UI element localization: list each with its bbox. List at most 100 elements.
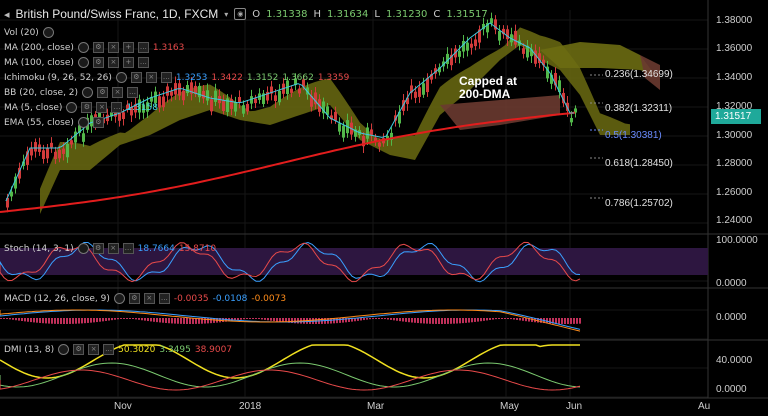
indicator-legend-vol[interactable]: Vol (20): [4, 26, 54, 39]
candle-body: [558, 80, 561, 93]
settings-icon[interactable]: ⚙: [73, 344, 85, 355]
macd-histogram-bar: [57, 318, 59, 324]
more-icon[interactable]: …: [137, 57, 149, 68]
eye-icon[interactable]: [82, 87, 94, 98]
macd-histogram-bar: [369, 318, 371, 320]
more-icon[interactable]: …: [158, 293, 170, 304]
macd-histogram-bar: [342, 318, 344, 323]
close-icon[interactable]: ×: [145, 72, 157, 83]
macd-histogram-bar: [435, 318, 437, 324]
close-icon[interactable]: ×: [107, 243, 119, 254]
macd-histogram-bar: [447, 318, 449, 324]
indicator-legend-ma5[interactable]: MA (5, close) ⚙ × … 1.3158: [4, 101, 158, 114]
eye-icon[interactable]: [42, 27, 54, 38]
add-icon[interactable]: +: [122, 57, 134, 68]
indicator-legend-macd[interactable]: MACD (12, 26, close, 9) ⚙ × … -0.0035 -0…: [4, 292, 286, 305]
macd-histogram-bar: [417, 318, 419, 324]
chevron-down-icon[interactable]: ▾: [224, 9, 229, 19]
macd-histogram-bar: [519, 318, 521, 321]
candle-body: [162, 96, 165, 108]
settings-icon[interactable]: ⚙: [128, 293, 140, 304]
indicator-legend-ma100[interactable]: MA (100, close) ⚙ × + …: [4, 56, 149, 69]
more-icon[interactable]: …: [122, 243, 134, 254]
indicator-legend-ichimoku[interactable]: Ichimoku (9, 26, 52, 26) ⚙ × … 1.3253 1.…: [4, 71, 349, 84]
macd-histogram-bar: [168, 318, 170, 324]
ohlc-open-value: 1.31338: [266, 8, 308, 20]
settings-icon[interactable]: ⚙: [92, 42, 104, 53]
indicator-name: Stoch (14, 3, 1): [4, 243, 74, 254]
macd-histogram-bar: [495, 318, 497, 320]
more-icon[interactable]: …: [137, 42, 149, 53]
more-icon[interactable]: …: [160, 72, 172, 83]
macd-histogram-bar: [21, 318, 23, 322]
close-icon[interactable]: ×: [143, 293, 155, 304]
macd-histogram-bar: [471, 318, 473, 323]
macd-histogram-bar: [270, 318, 272, 321]
eye-icon[interactable]: [115, 72, 127, 83]
ohlc-close-value: 1.31517: [446, 8, 488, 20]
settings-icon[interactable]: ⚙: [97, 87, 109, 98]
symbol-title[interactable]: British Pound/Swiss Franc, 1D, FXCM: [15, 7, 219, 21]
settings-icon[interactable]: ⚙: [130, 72, 142, 83]
settings-icon[interactable]: ⚙: [92, 117, 104, 128]
candle-body: [262, 93, 265, 105]
macd-histogram-bar: [444, 318, 446, 324]
macd-histogram-bar: [285, 318, 287, 323]
macd-histogram-bar: [102, 318, 104, 322]
indicator-legend-ema55[interactable]: EMA (55, close) ⚙: [4, 116, 104, 129]
macd-histogram-bar: [72, 318, 74, 324]
macd-histogram-bar: [546, 318, 548, 324]
candle-body: [74, 131, 77, 143]
macd-histogram-bar: [171, 318, 173, 324]
more-icon[interactable]: …: [127, 87, 139, 98]
indicator-value: 1.3359: [317, 72, 350, 83]
eye-icon[interactable]: ◉: [234, 8, 247, 20]
settings-icon[interactable]: ⚙: [92, 57, 104, 68]
close-icon[interactable]: ×: [107, 42, 119, 53]
macd-histogram-bar: [480, 318, 482, 322]
macd-histogram-bar: [351, 318, 353, 322]
settings-icon[interactable]: ⚙: [92, 243, 104, 254]
close-icon[interactable]: ×: [88, 344, 100, 355]
macd-histogram-bar: [507, 318, 509, 319]
indicator-legend-stoch[interactable]: Stoch (14, 3, 1) ⚙ × … 18.7664 15.8710: [4, 242, 216, 255]
macd-histogram-bar: [63, 318, 65, 324]
indicator-legend-ma200[interactable]: MA (200, close) ⚙ × + … 1.3163: [4, 41, 184, 54]
macd-histogram-bar: [330, 318, 332, 324]
macd-histogram-bar: [459, 318, 461, 324]
close-icon[interactable]: ×: [112, 87, 124, 98]
eye-icon[interactable]: [58, 344, 70, 355]
candle-body: [66, 143, 69, 158]
eye-icon[interactable]: [77, 117, 89, 128]
macd-histogram-bar: [99, 318, 101, 322]
indicator-legend-dmi[interactable]: DMI (13, 8) ⚙ × … 50.3020 3.3495 38.9007: [4, 343, 232, 356]
close-icon[interactable]: ×: [96, 102, 108, 113]
eye-icon[interactable]: [77, 57, 89, 68]
more-icon[interactable]: …: [111, 102, 123, 113]
candle-body: [390, 132, 393, 140]
macd-histogram-bar: [201, 318, 203, 324]
close-icon[interactable]: ×: [107, 57, 119, 68]
macd-histogram-bar: [174, 318, 176, 324]
macd-histogram-bar: [90, 318, 92, 323]
candle-body: [486, 22, 489, 33]
collapse-arrow-icon[interactable]: ◂: [4, 7, 10, 21]
candle-body: [158, 96, 161, 108]
candle-body: [170, 91, 173, 96]
macd-histogram-bar: [120, 318, 122, 319]
settings-icon[interactable]: ⚙: [81, 102, 93, 113]
eye-icon[interactable]: [77, 243, 89, 254]
macd-histogram-bar: [144, 318, 146, 321]
eye-icon[interactable]: [77, 42, 89, 53]
eye-icon[interactable]: [66, 102, 78, 113]
macd-histogram-bar: [348, 318, 350, 322]
add-icon[interactable]: +: [122, 42, 134, 53]
macd-histogram-bar: [96, 318, 98, 323]
indicator-legend-bb[interactable]: BB (20, close, 2) ⚙ × …: [4, 86, 139, 99]
more-icon[interactable]: …: [103, 344, 115, 355]
candle-body: [202, 90, 205, 99]
macd-histogram-bar: [510, 318, 512, 320]
eye-icon[interactable]: [113, 293, 125, 304]
candle-body: [254, 98, 257, 104]
candle-body: [222, 99, 225, 112]
